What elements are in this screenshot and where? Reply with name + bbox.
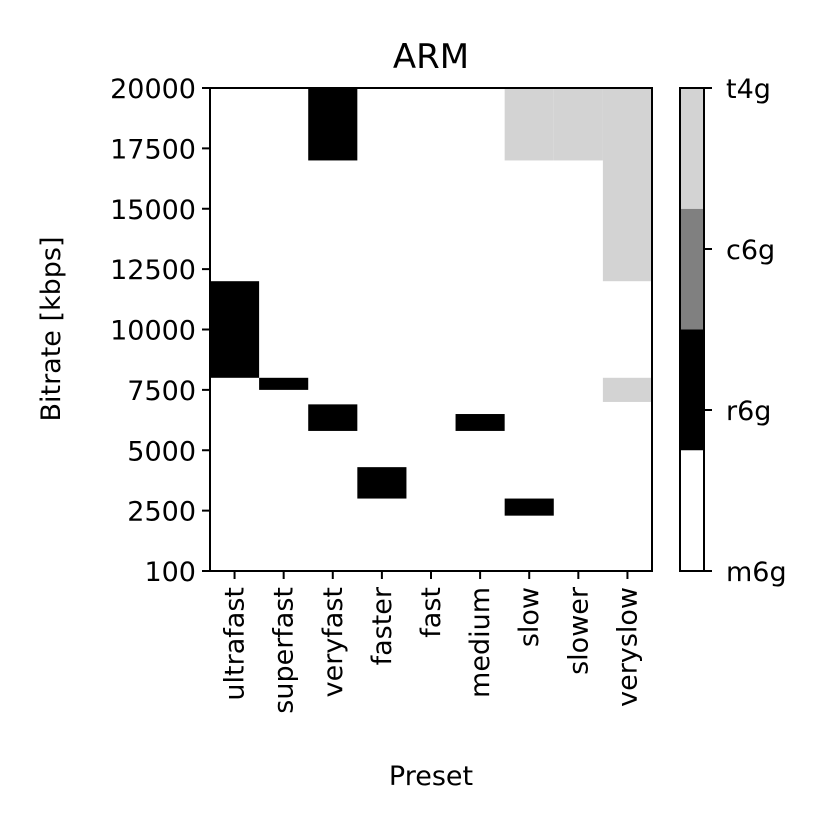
x-axis-label: Preset: [389, 761, 473, 792]
y-tick-label: 5000: [127, 436, 196, 467]
x-tick-label: fast: [416, 587, 447, 638]
colorbar-label: m6g: [726, 557, 787, 588]
heatmap-cell: [210, 281, 260, 378]
heatmap-cell: [308, 404, 358, 431]
x-tick-label: ultrafast: [220, 587, 251, 701]
y-tick-label: 2500: [127, 497, 196, 528]
chart-title: ARM: [393, 37, 469, 77]
y-tick-label: 20000: [110, 74, 196, 105]
heatmap-cell: [504, 498, 554, 516]
y-axis-ticks: 100 2500 5000 7500 10000 12500 15000 17500 20000: [110, 74, 210, 588]
colorbar-label: r6g: [726, 396, 771, 427]
heatmap-cell: [357, 467, 407, 499]
y-tick-label: 7500: [127, 376, 196, 407]
x-tick-label: veryfast: [318, 587, 349, 697]
colorbar-label: c6g: [726, 235, 775, 266]
x-tick-label: slower: [563, 586, 594, 675]
x-tick-label: veryslow: [612, 587, 643, 707]
colorbar: m6g r6g c6g t4g: [680, 74, 787, 588]
heatmap-cells: [210, 88, 652, 516]
y-tick-label: 17500: [110, 134, 196, 165]
colorbar-band: [680, 208, 704, 330]
x-axis-ticks: ultrafast superfast veryfast faster fast medi…: [220, 571, 643, 714]
colorbar-label: t4g: [726, 74, 771, 105]
heatmap-cell: [602, 88, 652, 282]
heatmap-cell: [602, 377, 652, 402]
heatmap-cell: [553, 88, 603, 161]
colorbar-frame: [679, 87, 705, 572]
y-tick-label: 15000: [110, 195, 196, 226]
colorbar-band: [680, 329, 704, 451]
colorbar-band: [680, 88, 704, 209]
heatmap-cell: [259, 377, 309, 390]
heatmap-cell: [504, 88, 554, 161]
y-tick-label: 12500: [110, 255, 196, 286]
x-tick-label: medium: [465, 587, 496, 698]
x-tick-label: faster: [367, 586, 398, 665]
x-tick-label: slow: [514, 587, 545, 647]
heatmap-cell: [308, 88, 358, 161]
y-tick-label: 100: [144, 557, 196, 588]
heatmap-cell: [455, 414, 505, 431]
y-tick-label: 10000: [110, 316, 196, 347]
y-axis-label: Bitrate [kbps]: [36, 236, 67, 421]
x-tick-label: superfast: [269, 587, 300, 714]
colorbar-band: [680, 450, 704, 571]
